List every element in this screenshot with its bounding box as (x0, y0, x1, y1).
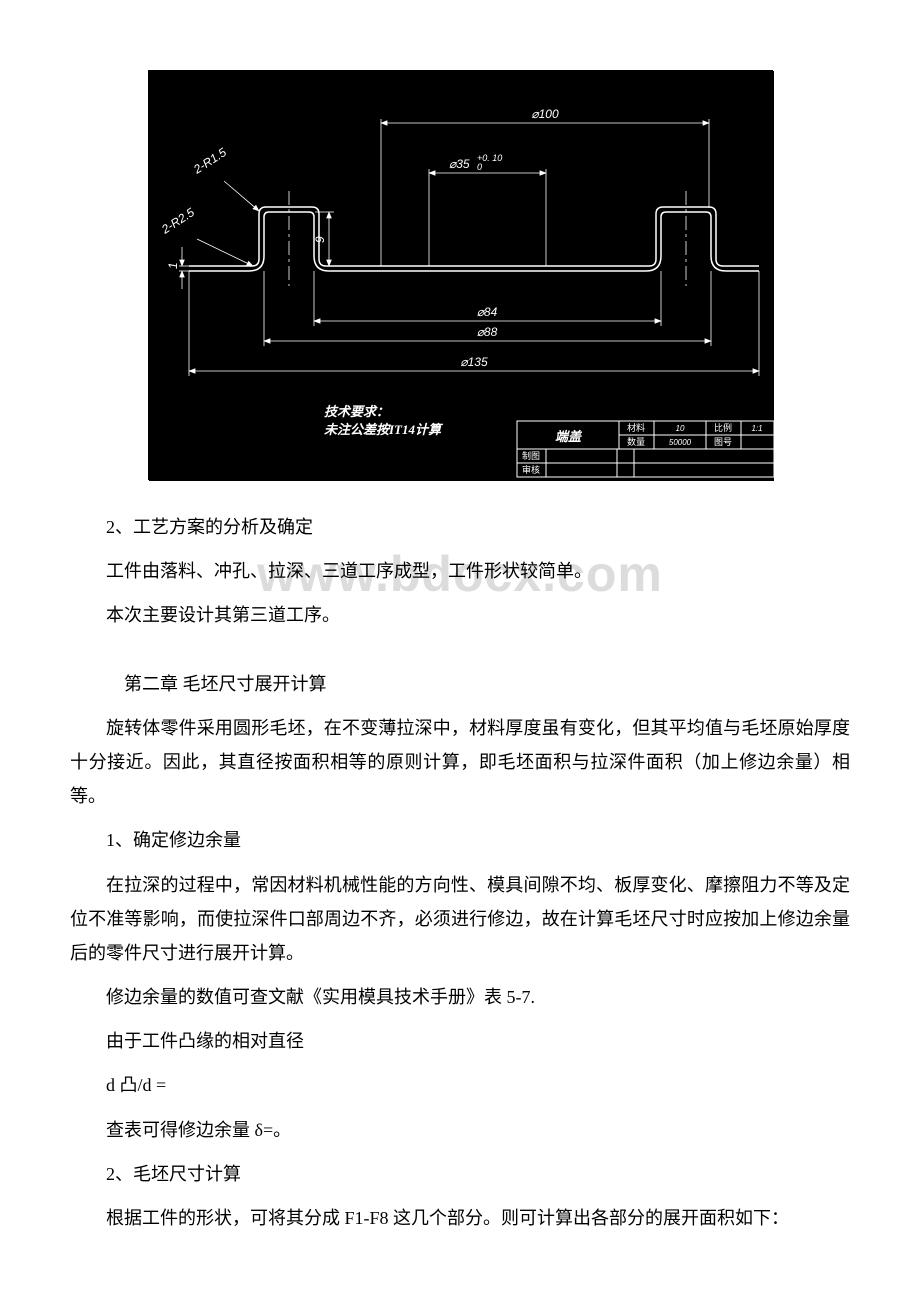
dim-d35-tol-lower: 0 (477, 162, 482, 172)
tb-lbl-qty: 数量 (626, 436, 644, 447)
sec-2b-head: 2、毛坯尺寸计算 (70, 1157, 850, 1191)
sec-1-p3: 由于工件凸缘的相对直径 (70, 1024, 850, 1058)
dim-d100: ⌀100 (531, 107, 559, 121)
tb-lbl-scale: 比例 (713, 422, 731, 433)
tb-val-material: 10 (675, 424, 684, 433)
drawing-svg: ⌀100 ⌀35 +0. 10 0 ⌀84 ⌀88 ⌀135 2-R1.5 2-… (149, 71, 774, 481)
note-line: 未注公差按IT14计算 (324, 422, 444, 437)
tb-lbl-checked: 审核 (521, 464, 539, 475)
sec-1-p2: 修边余量的数值可查文献《实用模具技术手册》表 5-7. (70, 980, 850, 1014)
dim-h9: 9 (313, 236, 327, 243)
sec-1-p4: d 凸/d = (70, 1068, 850, 1102)
chapter-2-head: 第二章 毛坯尺寸展开计算 (70, 667, 850, 701)
tb-lbl-drawn: 制图 (521, 450, 539, 461)
tb-lbl-material: 材料 (626, 422, 644, 433)
dim-h1: 1 (166, 262, 180, 269)
note-title: 技术要求： (324, 404, 389, 419)
sec-1-p1: 在拉深的过程中，常因材料机械性能的方向性、模具间隙不均、板厚变化、摩擦阻力不等及… (70, 868, 850, 971)
dim-d88: ⌀88 (476, 325, 497, 339)
sec-2-p2: 本次主要设计其第三道工序。 (70, 598, 850, 632)
dim-d35: ⌀35 (449, 157, 470, 171)
tb-lbl-dwgno: 图号 (713, 437, 731, 447)
technical-drawing: ⌀100 ⌀35 +0. 10 0 ⌀84 ⌀88 ⌀135 2-R1.5 2-… (148, 70, 773, 480)
tb-val-qty: 50000 (668, 438, 691, 447)
chapter-2-p1: 旋转体零件采用圆形毛坯，在不变薄拉深中，材料厚度虽有变化，但其平均值与毛坯原始厚… (70, 711, 850, 814)
document-body: 2、工艺方案的分析及确定 工件由落料、冲孔、拉深、三道工序成型，工件形状较简单。… (70, 510, 850, 1235)
sec-2-head: 2、工艺方案的分析及确定 (70, 510, 850, 544)
dim-d135: ⌀135 (460, 355, 488, 369)
tb-val-scale: 1:1 (751, 424, 762, 433)
dim-d84: ⌀84 (476, 305, 497, 319)
tb-partname: 端盖 (554, 429, 582, 444)
sec-1-p5: 查表可得修边余量 δ=。 (70, 1113, 850, 1147)
sec-1-head: 1、确定修边余量 (70, 823, 850, 857)
sec-2-p1: 工件由落料、冲孔、拉深、三道工序成型，工件形状较简单。 (70, 554, 850, 588)
sec-2b-p1: 根据工件的形状，可将其分成 F1-F8 这几个部分。则可计算出各部分的展开面积如… (70, 1201, 850, 1235)
